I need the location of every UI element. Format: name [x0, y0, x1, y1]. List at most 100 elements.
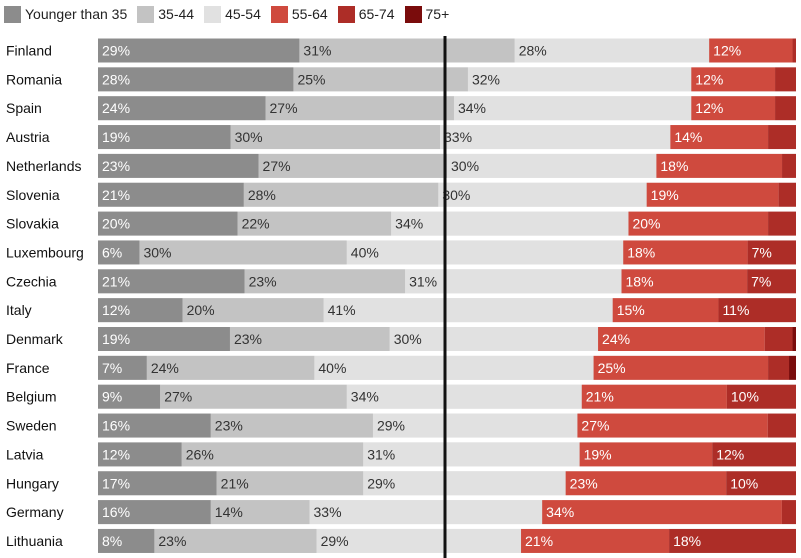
data-label: 16% [102, 418, 130, 434]
bar-segment [467, 67, 692, 92]
bar-segment [718, 298, 796, 323]
bar-segment [98, 125, 231, 150]
data-label: 20% [632, 216, 660, 232]
bar-segment [98, 384, 161, 409]
data-label: 21% [102, 273, 130, 289]
bar-segment [216, 471, 364, 496]
legend-swatch [404, 5, 422, 23]
data-label: 12% [102, 446, 130, 462]
data-label: 30% [442, 187, 470, 203]
bar-segment [782, 153, 796, 178]
bar-segment [670, 125, 769, 150]
bar-segment [237, 211, 392, 236]
bar-segment [438, 182, 647, 207]
bar-segment [581, 384, 727, 409]
bar-segment [691, 67, 776, 92]
data-label: 23% [102, 158, 130, 174]
bar-segment [391, 211, 629, 236]
bar-segment [160, 384, 347, 409]
data-label: 21% [525, 533, 553, 549]
bar-segment [656, 153, 783, 178]
bar-segment [389, 327, 599, 351]
data-label: 14% [674, 129, 702, 145]
data-label: 27% [270, 100, 298, 116]
bar-segment [712, 442, 796, 467]
bar-segment [405, 269, 622, 294]
data-label: 7% [102, 360, 122, 376]
data-label: 30% [235, 129, 263, 145]
bar-segment [146, 355, 315, 380]
data-label: 19% [102, 129, 130, 145]
legend-swatch [270, 5, 288, 23]
data-label: 29% [102, 43, 130, 59]
data-label: 29% [377, 418, 405, 434]
data-label: 19% [102, 331, 130, 347]
bar-segment [98, 355, 147, 380]
data-label: 24% [151, 360, 179, 376]
bar-segment [778, 182, 796, 207]
legend-label: Younger than 35 [25, 6, 128, 22]
bar-segment [781, 500, 796, 525]
bar-segment [346, 384, 582, 409]
bar-segment [789, 355, 796, 380]
data-label: 30% [143, 244, 171, 260]
bar-segment [792, 38, 796, 63]
country-label: Latvia [6, 446, 44, 462]
bar-segment [210, 500, 310, 525]
bar-segment [98, 298, 183, 323]
bar-segment [323, 298, 613, 323]
data-label: 8% [102, 533, 122, 549]
data-label: 23% [249, 273, 277, 289]
bar-segment [98, 182, 244, 207]
bar-segment [577, 413, 768, 438]
data-label: 28% [102, 71, 130, 87]
data-label: 27% [263, 158, 291, 174]
bar-segment [309, 500, 543, 525]
bar-segment [621, 269, 748, 294]
bar-segment [299, 38, 515, 63]
country-label: Luxembourg [6, 244, 84, 260]
data-label: 18% [627, 244, 655, 260]
bar-segment [229, 327, 390, 351]
data-label: 23% [215, 418, 243, 434]
data-label: 18% [626, 273, 654, 289]
legend-swatch [337, 5, 355, 23]
data-label: 23% [234, 331, 262, 347]
country-label: Hungary [6, 475, 59, 491]
bar-segment [521, 528, 670, 553]
legend-swatch [4, 5, 21, 23]
legend-item: Younger than 35 [4, 5, 128, 23]
data-label: 12% [102, 302, 130, 318]
data-label: 6% [102, 244, 122, 260]
legend-item: 75+ [404, 5, 449, 23]
country-label: Slovakia [6, 216, 59, 232]
data-label: 12% [716, 446, 744, 462]
bar-segment [612, 298, 719, 323]
data-label: 23% [570, 475, 598, 491]
legend-item: 35-44 [137, 5, 194, 23]
bar-segment [767, 413, 796, 438]
bar-segment [440, 125, 671, 150]
data-label: 29% [367, 475, 395, 491]
bar-segment [447, 153, 657, 178]
bar-segment [775, 67, 796, 92]
data-label: 10% [731, 389, 759, 405]
data-label: 40% [351, 244, 379, 260]
country-label: Romania [6, 71, 62, 87]
bar-segment [623, 240, 748, 265]
bar-segment [792, 327, 796, 351]
data-label: 12% [713, 43, 741, 59]
data-label: 20% [187, 302, 215, 318]
bar-segment [98, 471, 217, 496]
bar-segment [453, 96, 692, 121]
bar-segment [593, 355, 769, 380]
bar-segment [98, 96, 266, 121]
data-label: 34% [546, 504, 574, 520]
bar-segment [565, 471, 727, 496]
data-label: 19% [651, 187, 679, 203]
country-label: Finland [6, 43, 52, 59]
data-label: 41% [328, 302, 356, 318]
legend: Younger than 35 35-44 45-54 55-64 65-74 75+ [4, 3, 459, 25]
data-label: 19% [584, 446, 612, 462]
data-label: 32% [472, 71, 500, 87]
